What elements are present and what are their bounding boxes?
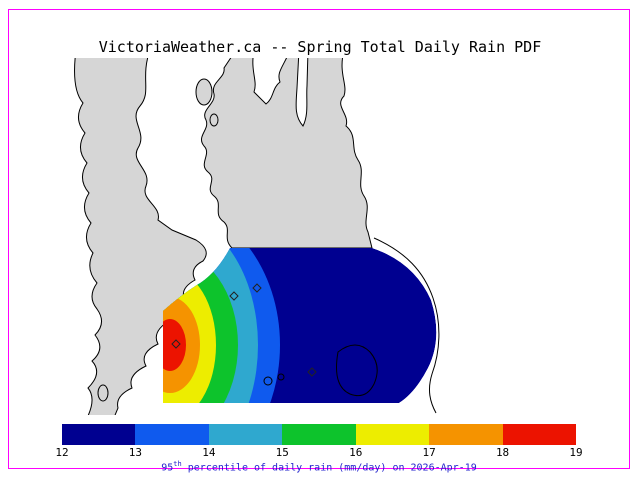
colorbar-segment bbox=[355, 424, 430, 445]
colorbar-tick: 14 bbox=[202, 446, 216, 459]
contour-band-18-19 bbox=[163, 319, 186, 371]
islet-outline-1 bbox=[263, 376, 273, 386]
coastline-east bbox=[373, 237, 440, 414]
island-north bbox=[195, 78, 213, 106]
colorbar-tick: 13 bbox=[128, 446, 143, 459]
station-marker bbox=[229, 291, 239, 301]
colorbar-segment bbox=[502, 424, 576, 445]
colorbar-segment bbox=[135, 424, 209, 445]
station-marker bbox=[171, 339, 181, 349]
island-outline-strait bbox=[336, 344, 378, 397]
landmass-west bbox=[74, 58, 207, 415]
station-markers bbox=[171, 283, 317, 377]
caption-sup: th bbox=[173, 460, 182, 468]
colorbar-ticks: 12 13 14 15 16 17 18 19 bbox=[55, 445, 582, 459]
station-marker bbox=[307, 367, 317, 377]
colorbar-segment bbox=[282, 424, 356, 445]
colorbar bbox=[62, 424, 576, 445]
caption-rest: percentile of daily rain (mm/day) on 202… bbox=[181, 462, 477, 474]
colorbar-tick: 12 bbox=[55, 446, 69, 459]
colorbar-tick: 18 bbox=[495, 446, 510, 459]
station-marker bbox=[252, 283, 262, 293]
caption-base: 95 bbox=[161, 462, 174, 474]
colorbar-segment bbox=[429, 424, 503, 445]
colorbar-caption: 95th percentile of daily rain (mm/day) o… bbox=[62, 459, 576, 473]
colorbar-tick: 19 bbox=[569, 446, 583, 459]
page-title: VictoriaWeather.ca -- Spring Total Daily… bbox=[98, 38, 542, 56]
islet-outline-2 bbox=[277, 373, 285, 381]
colorbar-tick: 17 bbox=[422, 446, 436, 459]
islet-north bbox=[209, 113, 219, 127]
inlet-channel bbox=[295, 58, 309, 127]
rain-contour-field bbox=[163, 248, 437, 403]
landmass-north bbox=[201, 58, 373, 249]
colorbar-tick: 15 bbox=[275, 446, 289, 459]
colorbar-segment bbox=[62, 424, 136, 445]
island-southwest bbox=[97, 384, 109, 402]
colorbar-segment bbox=[208, 424, 283, 445]
colorbar-legend: 12 13 14 15 16 17 18 19 95th percentile of dail… bbox=[55, 424, 583, 473]
colorbar-tick: 16 bbox=[349, 446, 363, 459]
